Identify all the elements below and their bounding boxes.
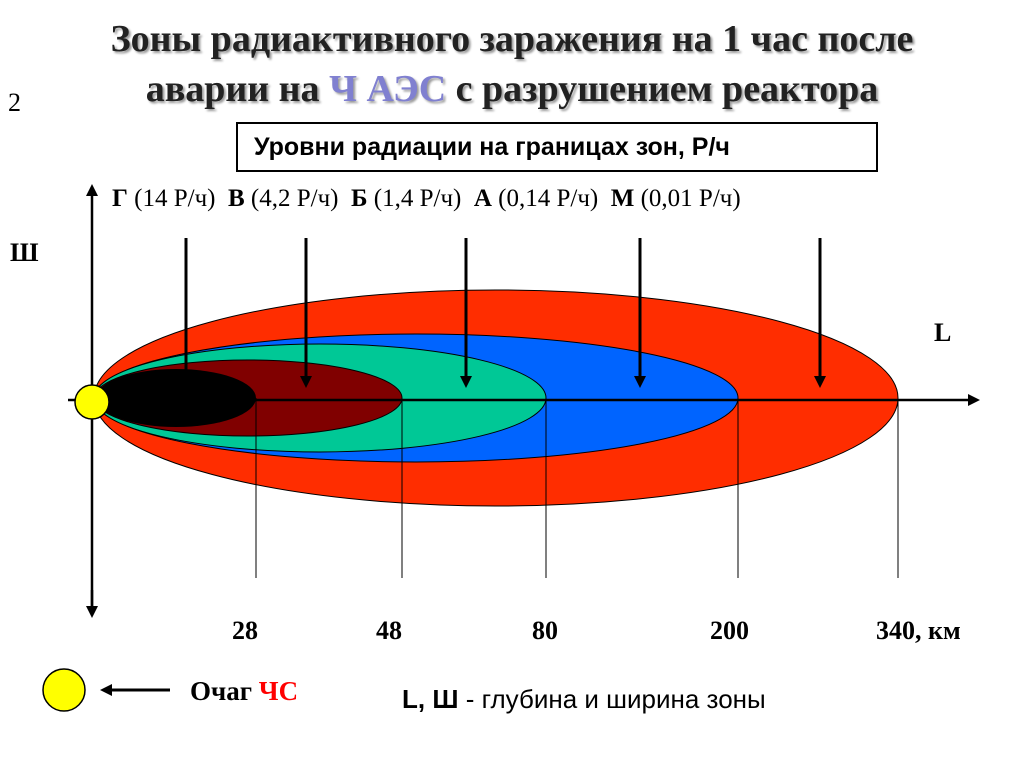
tick-label-28: 28 bbox=[232, 616, 258, 645]
legend-focus-highlight: ЧС bbox=[258, 676, 299, 706]
zone-level-v: (4,2 Р/ч) bbox=[250, 185, 339, 212]
title-line-2-post: с разрушением реактора bbox=[446, 68, 879, 110]
zone-g-ellipse bbox=[96, 369, 256, 427]
title-highlight: Ч АЭС bbox=[329, 68, 447, 110]
tick-label-80: 80 bbox=[532, 616, 558, 645]
title-line-2: аварии на Ч АЭС с разрушением реактора bbox=[0, 64, 1024, 114]
tick-label-340: 340, км bbox=[876, 616, 961, 645]
zone-letter-m: М bbox=[610, 185, 635, 212]
title-line-1: Зоны радиактивного заражения на 1 час по… bbox=[110, 18, 914, 60]
tick-label-200: 200 bbox=[710, 616, 749, 645]
x-axis-label: L bbox=[934, 318, 952, 347]
emergency-focus-point bbox=[74, 384, 110, 420]
levels-box: Уровни радиации на границах зон, Р/ч bbox=[236, 122, 878, 172]
title-line-2-pre: аварии на bbox=[145, 68, 330, 110]
zone-letter-b: Б bbox=[351, 185, 368, 212]
legend-focus-pre: Очаг bbox=[190, 676, 259, 706]
zone-labels: Г (14 Р/ч) В (4,2 Р/ч) Б (1,4 Р/ч) А (0,… bbox=[112, 185, 741, 213]
zone-letter-v: В bbox=[227, 185, 245, 212]
legend-focus-label: Очаг ЧС bbox=[190, 676, 298, 707]
y-axis-label: Ш bbox=[10, 238, 39, 267]
tick-label-48: 48 bbox=[376, 616, 402, 645]
legend-focus-icon bbox=[42, 668, 86, 712]
zone-letter-g: Г bbox=[112, 185, 128, 212]
zone-level-m: (0,01 Р/ч) bbox=[640, 185, 741, 212]
zone-letter-a: А bbox=[473, 185, 492, 212]
zone-level-a: (0,14 Р/ч) bbox=[498, 185, 599, 212]
legend-desc-bold: L, Ш bbox=[402, 684, 459, 714]
slide-title: Зоны радиактивного заражения на 1 час по… bbox=[0, 14, 1024, 114]
zone-level-b: (1,4 Р/ч) bbox=[373, 185, 462, 212]
slide-number: 2 bbox=[8, 88, 21, 117]
legend-desc-rest: - глубина и ширина зоны bbox=[458, 684, 766, 714]
zone-level-g: (14 Р/ч) bbox=[134, 185, 216, 212]
legend-description: L, Ш - глубина и ширина зоны bbox=[402, 684, 766, 715]
